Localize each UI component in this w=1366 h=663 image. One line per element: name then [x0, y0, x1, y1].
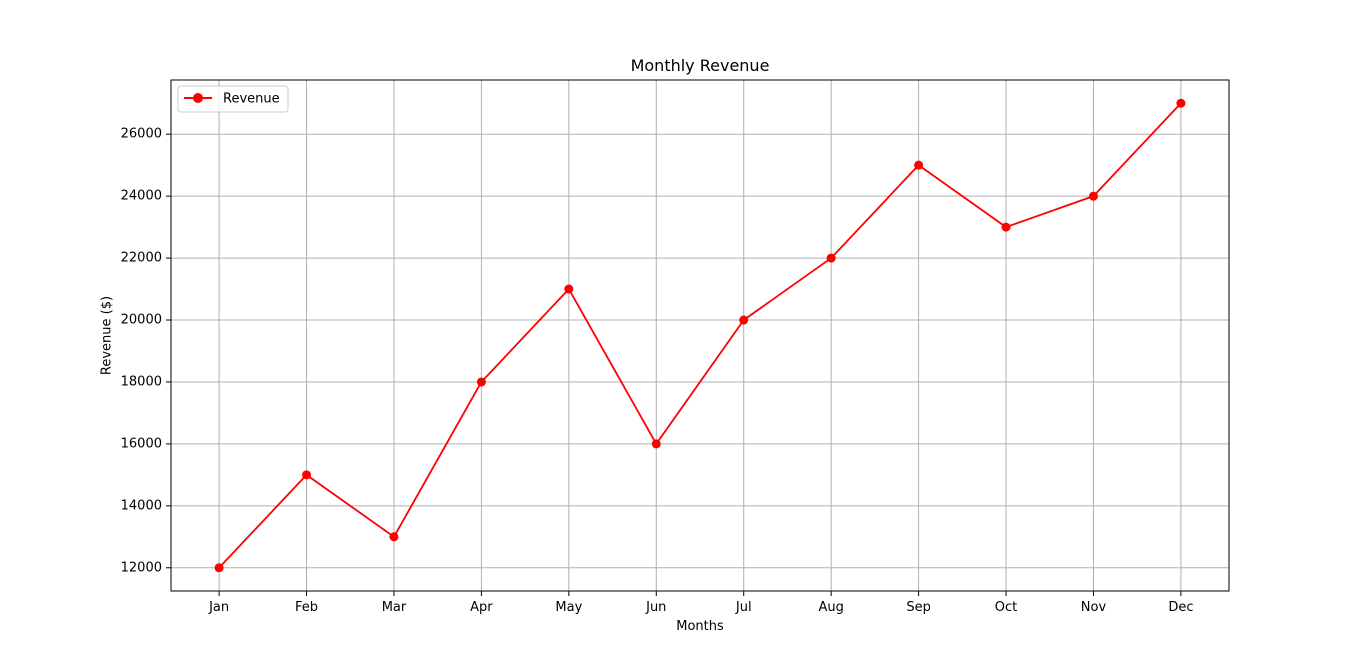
- legend-marker-swatch: [193, 93, 203, 103]
- data-point: [826, 253, 836, 263]
- y-tick-label: 14000: [121, 498, 162, 513]
- x-tick-label: Jun: [645, 600, 666, 615]
- x-tick-label: Sep: [906, 600, 931, 615]
- x-tick-label: May: [555, 600, 582, 615]
- x-tick-label: Jul: [735, 600, 752, 615]
- y-axis-ticks: 12000 14000 16000 18000 20000 22000 24000 26000: [121, 127, 171, 575]
- x-tick-label: Dec: [1168, 600, 1193, 615]
- y-axis-title: Revenue ($): [100, 296, 115, 375]
- y-tick-label: 20000: [121, 313, 162, 328]
- y-tick-label: 18000: [121, 374, 162, 389]
- x-tick-label: Mar: [382, 600, 407, 615]
- x-axis-title: Months: [676, 619, 724, 634]
- series-layer: [214, 98, 1186, 573]
- data-point: [1176, 98, 1186, 108]
- x-tick-label: Jan: [208, 600, 229, 615]
- y-tick-label: 26000: [121, 127, 162, 142]
- chart-title: Monthly Revenue: [631, 56, 770, 75]
- data-point: [302, 470, 312, 480]
- y-tick-label: 16000: [121, 436, 162, 451]
- data-point: [914, 160, 924, 170]
- data-point: [476, 377, 486, 387]
- data-point: [564, 284, 574, 294]
- x-tick-label: Feb: [295, 600, 318, 615]
- data-point: [214, 563, 224, 573]
- data-point: [1088, 191, 1098, 201]
- x-tick-label: Nov: [1081, 600, 1107, 615]
- legend: Revenue: [177, 85, 289, 113]
- series-line-revenue: [218, 102, 1182, 569]
- x-axis-ticks: Jan Feb Mar Apr May Jun Jul Aug Sep Oct Nov Dec: [208, 591, 1193, 615]
- plot-area-frame: [170, 79, 1230, 592]
- y-tick-label: 12000: [121, 560, 162, 575]
- x-tick-label: Apr: [470, 600, 493, 615]
- x-tick-label: Oct: [995, 600, 1017, 615]
- data-point: [651, 439, 661, 449]
- x-tick-label: Aug: [818, 600, 843, 615]
- data-point: [389, 532, 399, 542]
- y-tick-label: 24000: [121, 189, 162, 204]
- y-tick-label: 22000: [121, 251, 162, 266]
- legend-entry-revenue: Revenue: [223, 92, 280, 107]
- legend-box: [177, 85, 289, 113]
- data-point: [739, 315, 749, 325]
- data-point: [1001, 222, 1011, 232]
